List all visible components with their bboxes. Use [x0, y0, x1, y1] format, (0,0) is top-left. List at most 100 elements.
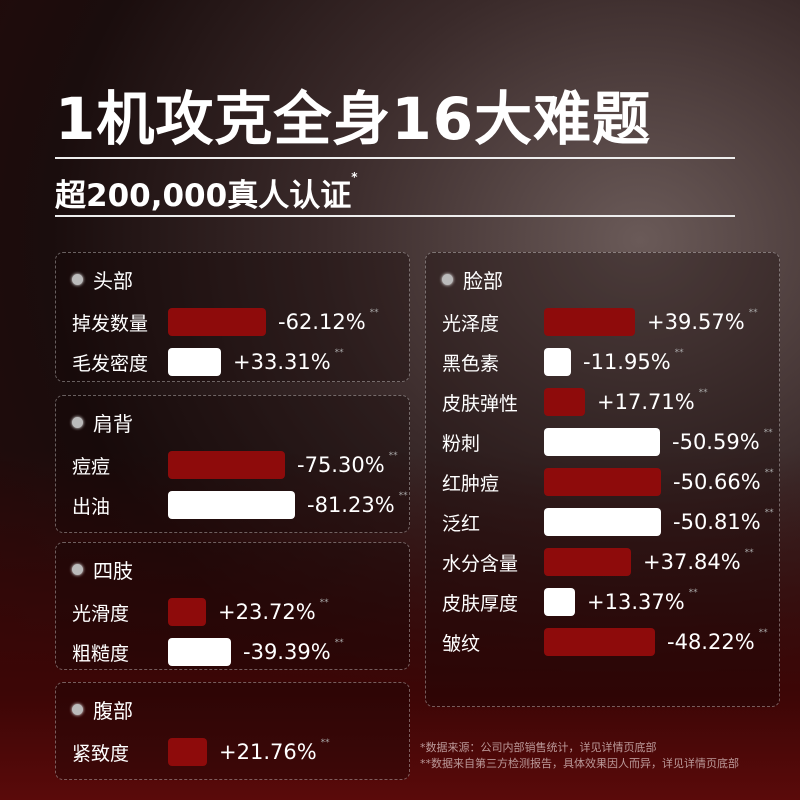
- metric-bar: [544, 468, 661, 496]
- metric-bar: [544, 308, 635, 336]
- divider: [55, 215, 735, 217]
- metric-label: 粗糙度: [72, 642, 130, 665]
- metric-value: -75.30%: [297, 453, 385, 477]
- metric-label: 粉刺: [442, 432, 481, 455]
- subtitle: 超200,000真人认证*: [55, 170, 357, 215]
- metric-value: +13.37%: [587, 590, 685, 614]
- panel-3: 腹部 紧致度 +21.76% **: [55, 682, 410, 780]
- bullet-icon: [72, 417, 83, 428]
- bullet-icon: [442, 274, 453, 285]
- metric-value: -48.22%: [667, 630, 755, 654]
- metric-value: +33.31%: [233, 350, 331, 374]
- metric-label: 光滑度: [72, 602, 130, 625]
- metric-bar: [544, 388, 585, 416]
- metric-label: 黑色素: [442, 352, 500, 375]
- metric-label: 毛发密度: [72, 352, 149, 375]
- metric-mark: **: [334, 638, 344, 648]
- metric-mark: **: [369, 308, 379, 318]
- panel-1: 肩背 痘痘 -75.30% ** 出油 -81.23% **: [55, 395, 410, 533]
- metric-value: -81.23%: [307, 493, 395, 517]
- metric-bar: [168, 308, 266, 336]
- metric-bar: [168, 451, 285, 479]
- metric-mark: **: [388, 451, 398, 461]
- metric-value: -50.66%: [673, 470, 761, 494]
- metric-label: 泛红: [442, 512, 481, 535]
- metric-bar: [168, 598, 206, 626]
- panel-header: 头部: [72, 265, 409, 294]
- metric-mark: **: [698, 388, 708, 398]
- metric-mark: **: [744, 548, 754, 558]
- metric-bar: [544, 628, 655, 656]
- metric-mark: **: [334, 348, 344, 358]
- metric-row: 光滑度 +23.72% **: [56, 592, 409, 632]
- metric-bar: [544, 548, 631, 576]
- metric-label: 掉发数量: [72, 312, 149, 335]
- metric-row: 毛发密度 +33.31% **: [56, 342, 409, 382]
- panel-title: 四肢: [93, 559, 133, 583]
- metric-row: 红肿痘 -50.66% **: [426, 462, 779, 502]
- subtitle-text: 超200,000真人认证: [55, 178, 352, 214]
- metric-mark: **: [758, 628, 768, 638]
- metric-value: +17.71%: [597, 390, 695, 414]
- panel-title: 脸部: [463, 269, 503, 293]
- metric-label: 紧致度: [72, 742, 130, 765]
- metric-row: 泛红 -50.81% **: [426, 502, 779, 542]
- panel-4: 脸部 光泽度 +39.57% ** 黑色素 -11.95% ** 皮肤弹性 +1…: [425, 252, 780, 707]
- metric-bar: [168, 348, 221, 376]
- metric-row: 粉刺 -50.59% **: [426, 422, 779, 462]
- bullet-icon: [72, 704, 83, 715]
- metric-value: -11.95%: [583, 350, 671, 374]
- metric-value: -50.81%: [673, 510, 761, 534]
- metric-row: 皮肤厚度 +13.37% **: [426, 582, 779, 622]
- footnote: *数据来源：公司内部销售统计，详见详情页底部: [420, 741, 657, 754]
- metric-label: 皱纹: [442, 632, 481, 655]
- metric-label: 出油: [72, 495, 111, 518]
- metric-value: -39.39%: [243, 640, 331, 664]
- metric-bar: [168, 738, 207, 766]
- metric-value: +21.76%: [219, 740, 317, 764]
- footnotes: *数据来源：公司内部销售统计，详见详情页底部 **数据来自第三方检测报告，具体效…: [420, 740, 739, 772]
- metric-mark: **: [319, 598, 329, 608]
- panel-0: 头部 掉发数量 -62.12% ** 毛发密度 +33.31% **: [55, 252, 410, 382]
- footnote: **数据来自第三方检测报告，具体效果因人而异，详见详情页底部: [420, 757, 739, 770]
- metric-mark: **: [764, 508, 774, 518]
- metric-row: 粗糙度 -39.39% **: [56, 632, 409, 672]
- panel-header: 脸部: [442, 265, 779, 294]
- metric-row: 掉发数量 -62.12% **: [56, 302, 409, 342]
- metric-bar: [544, 508, 661, 536]
- metric-value: -62.12%: [278, 310, 366, 334]
- metric-mark: **: [674, 348, 684, 358]
- panel-title: 肩背: [93, 412, 133, 436]
- metric-label: 水分含量: [442, 552, 519, 575]
- metric-bar: [168, 638, 231, 666]
- bullet-icon: [72, 274, 83, 285]
- metric-bar: [544, 348, 571, 376]
- metric-row: 光泽度 +39.57% **: [426, 302, 779, 342]
- divider: [55, 157, 735, 159]
- metric-label: 皮肤厚度: [442, 592, 519, 615]
- metric-value: -50.59%: [672, 430, 760, 454]
- metric-bar: [544, 588, 575, 616]
- metric-label: 痘痘: [72, 455, 111, 478]
- metric-row: 黑色素 -11.95% **: [426, 342, 779, 382]
- panel-header: 四肢: [72, 555, 409, 584]
- metric-mark: **: [748, 308, 758, 318]
- metric-row: 水分含量 +37.84% **: [426, 542, 779, 582]
- metric-row: 痘痘 -75.30% **: [56, 445, 409, 485]
- metric-label: 红肿痘: [442, 472, 500, 495]
- metric-row: 出油 -81.23% **: [56, 485, 409, 525]
- metric-row: 皱纹 -48.22% **: [426, 622, 779, 662]
- metric-value: +39.57%: [647, 310, 745, 334]
- panel-2: 四肢 光滑度 +23.72% ** 粗糙度 -39.39% **: [55, 542, 410, 670]
- metric-bar: [168, 491, 295, 519]
- metric-mark: **: [320, 738, 330, 748]
- metric-mark: **: [398, 491, 408, 501]
- bullet-icon: [72, 564, 83, 575]
- subtitle-mark: *: [351, 170, 358, 184]
- metric-bar: [544, 428, 660, 456]
- metric-row: 皮肤弹性 +17.71% **: [426, 382, 779, 422]
- page-title: 1机攻克全身16大难题: [55, 85, 652, 153]
- metric-mark: **: [688, 588, 698, 598]
- panel-title: 头部: [93, 269, 133, 293]
- metric-value: +23.72%: [218, 600, 316, 624]
